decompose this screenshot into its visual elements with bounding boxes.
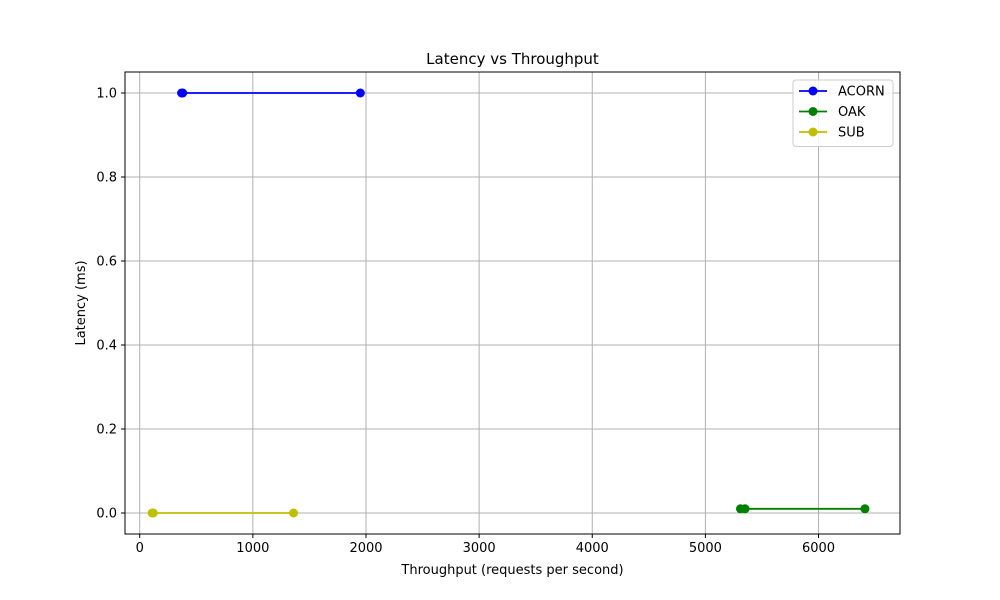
plot-frame (124, 71, 901, 535)
legend-label: SUB (838, 126, 865, 141)
x-axis-label: Throughput (requests per second) (400, 563, 623, 578)
legend-item-oak: OAK (799, 105, 866, 120)
x-tick-label: 3000 (463, 541, 496, 556)
data-point-sub (148, 508, 158, 518)
series-layer (147, 88, 870, 518)
y-axis-label: Latency (ms) (74, 260, 89, 345)
legend-item-acorn: ACORN (799, 85, 885, 100)
data-point-oak (740, 504, 750, 514)
data-point-oak (860, 504, 870, 514)
series-sub (147, 508, 299, 518)
x-tick-label: 4000 (576, 541, 609, 556)
y-tick-label: 0.4 (96, 339, 117, 354)
x-tick-label: 6000 (802, 541, 835, 556)
series-acorn (177, 88, 365, 98)
data-point-sub (289, 508, 299, 518)
x-tick-label: 1000 (236, 541, 269, 556)
series-oak (735, 504, 870, 514)
legend-marker (808, 127, 818, 137)
ticks: 0 1000 2000 3000 4000 5000 6000 0.0 0.2 0.4 0.6 0.8… (96, 87, 835, 557)
legend-marker (808, 107, 818, 116)
x-tick-label: 2000 (349, 541, 382, 556)
legend: ACORN OAK SUB (792, 79, 894, 147)
legend-label: OAK (838, 105, 866, 120)
x-tick-label: 5000 (689, 541, 722, 556)
x-tick-label: 0 (136, 541, 144, 556)
y-tick-label: 0.0 (96, 507, 117, 522)
legend-item-sub: SUB (799, 126, 865, 141)
data-point-acorn (355, 88, 365, 98)
legend-label: ACORN (838, 85, 885, 100)
legend-marker (808, 86, 818, 96)
chart-title: Latency vs Throughput (426, 50, 599, 68)
y-tick-label: 0.6 (96, 255, 117, 270)
y-tick-label: 0.2 (96, 423, 117, 438)
y-tick-label: 1.0 (96, 87, 117, 102)
y-tick-label: 0.8 (96, 171, 117, 186)
data-point-acorn (178, 88, 188, 98)
legend-box (792, 79, 894, 147)
grid (125, 72, 900, 534)
